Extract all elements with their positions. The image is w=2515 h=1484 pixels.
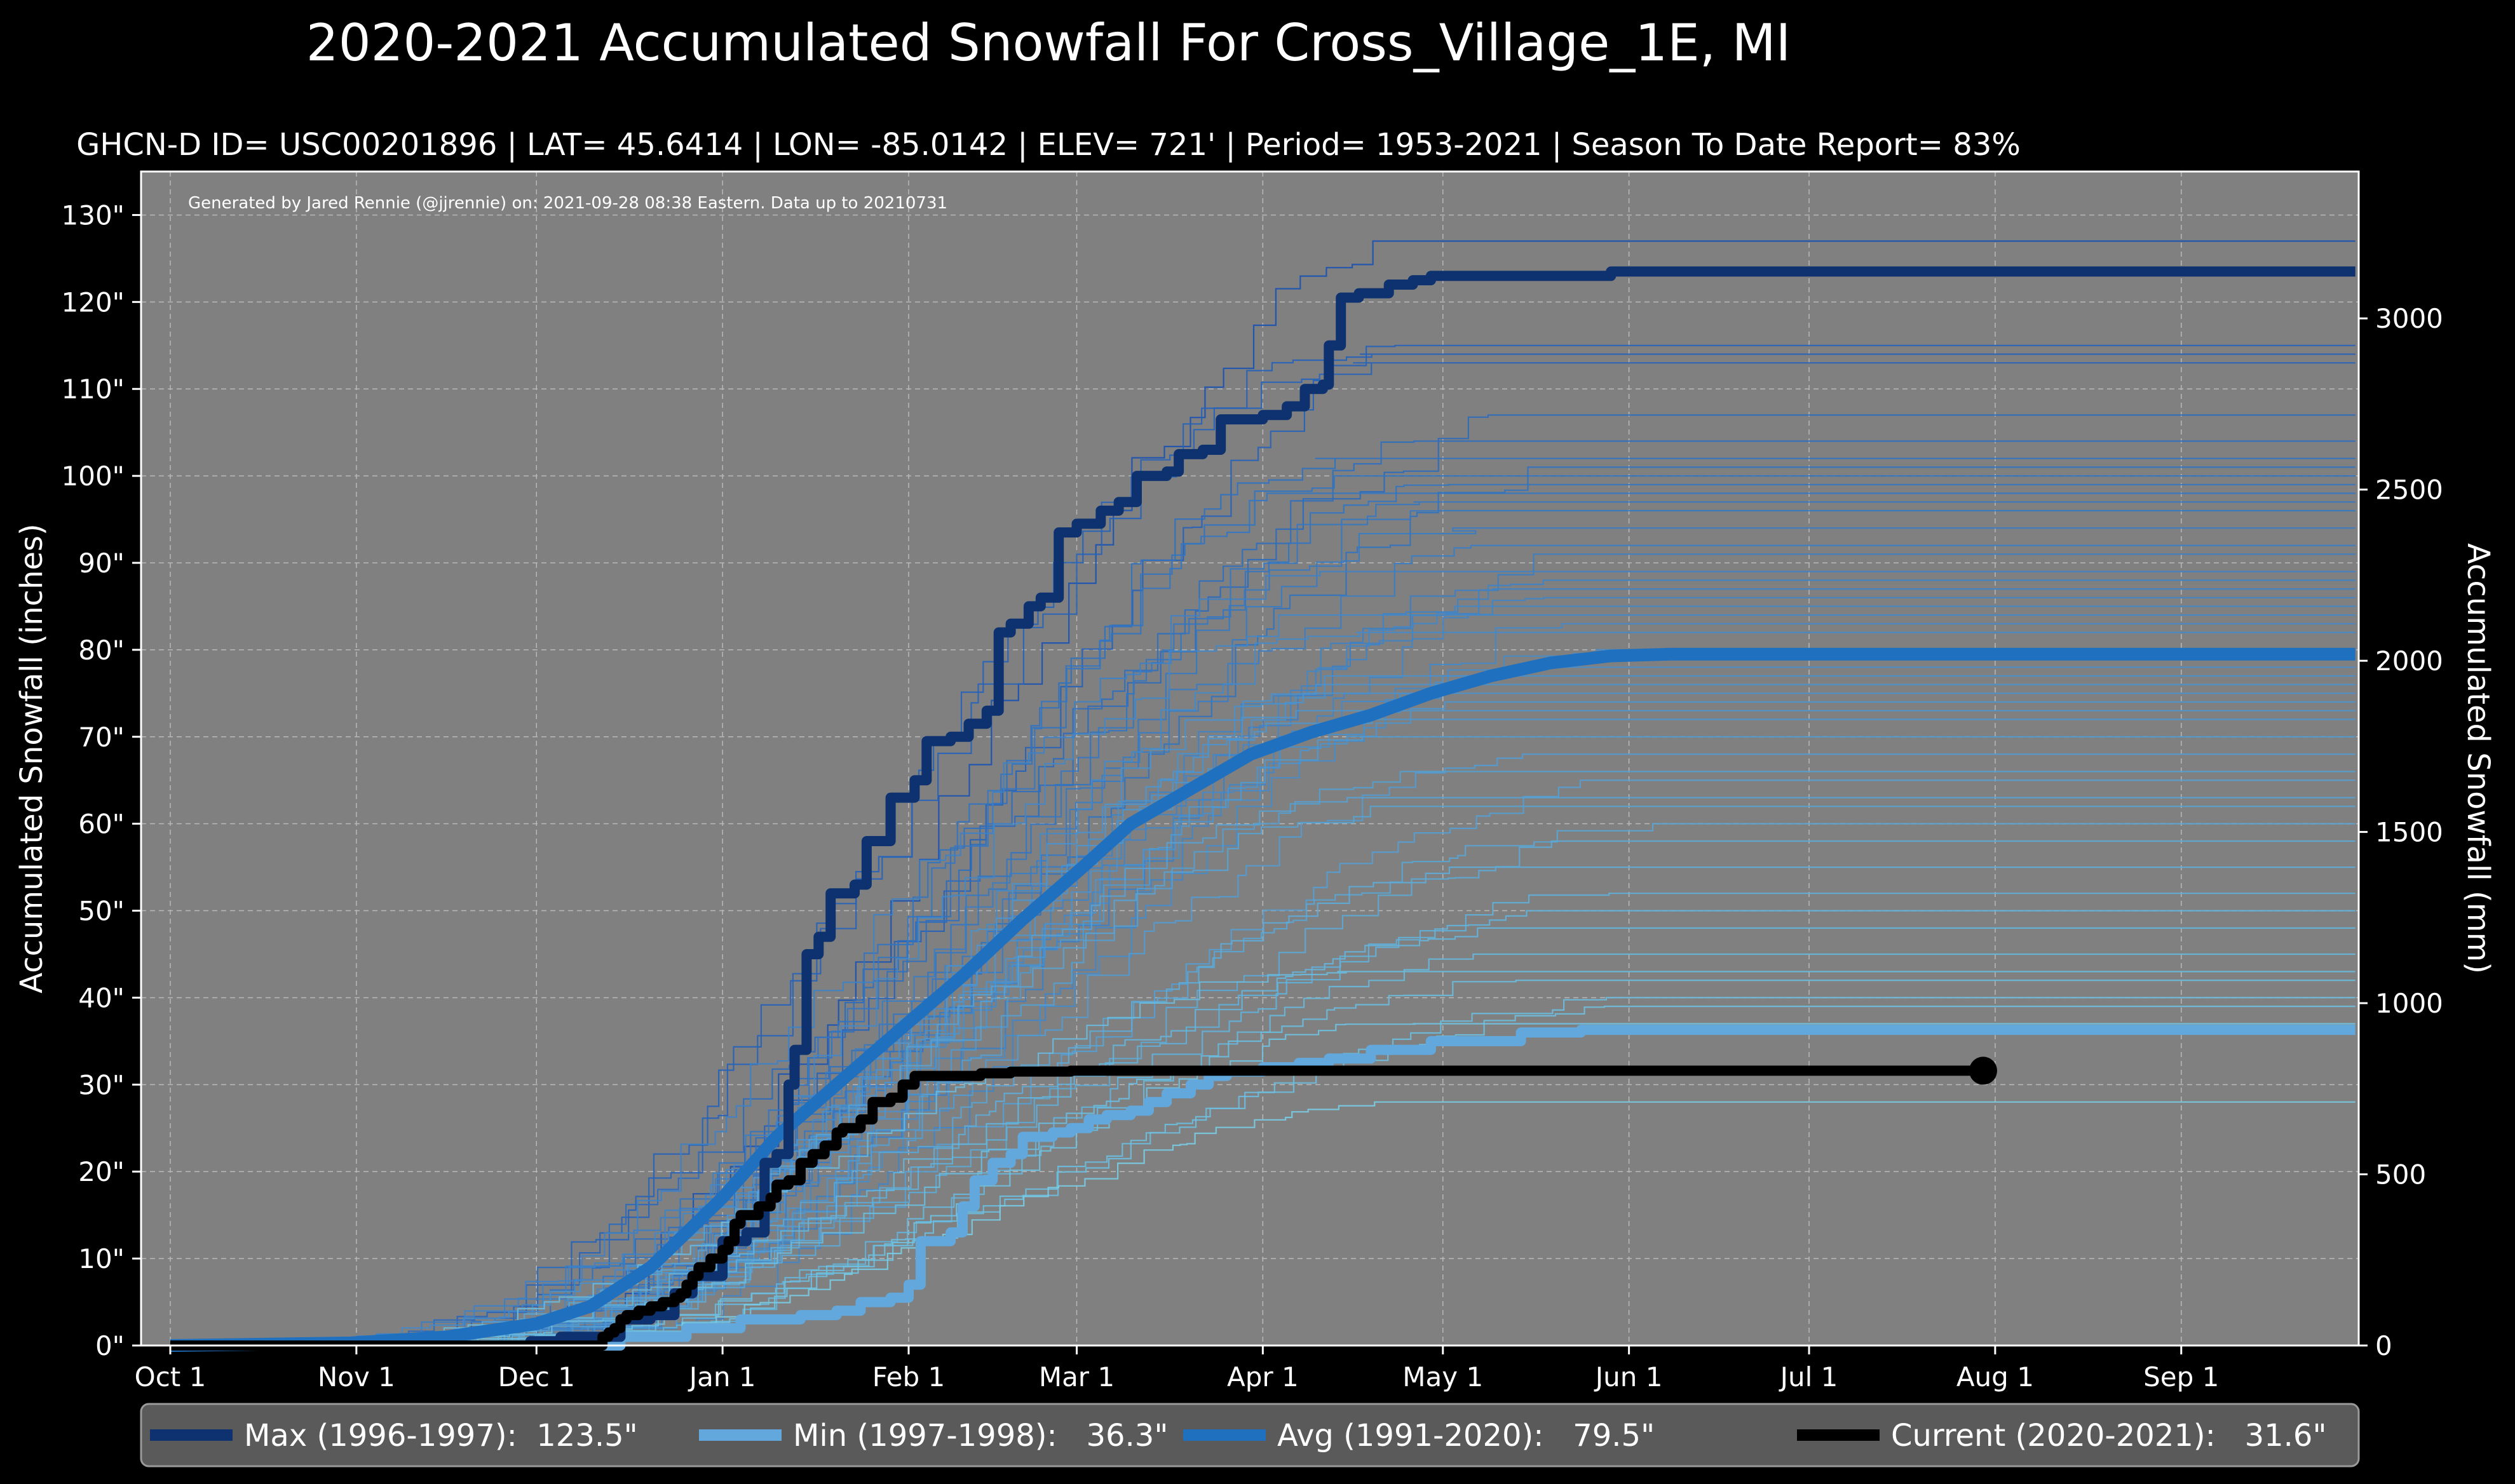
y-tick-label: 120" [62, 287, 125, 318]
y-tick-label: 60" [78, 809, 125, 840]
historical-season-line [170, 544, 2356, 1347]
historical-season-line [170, 997, 2356, 1347]
y-tick-label: 110" [62, 374, 125, 405]
historical-season-line [170, 736, 2356, 1347]
historical-season-line [170, 971, 2356, 1347]
historical-season-line [170, 823, 2356, 1347]
y-right-tick-label: 2000 [2375, 645, 2443, 677]
x-axis-ticks: Oct 1 Nov 1 Dec 1 Jan 1 Feb 1 Mar 1 Apr 1 May 1… [135, 1346, 2219, 1393]
y-tick-label: 130" [62, 199, 125, 231]
highlighted-series [170, 266, 2356, 1352]
y-right-tick-label: 3000 [2375, 303, 2443, 334]
y-right-tick-label: 1000 [2375, 988, 2443, 1019]
x-tick-label: Jul 1 [1779, 1361, 1838, 1393]
legend-label: Avg (1991-2020): 79.5" [1277, 1418, 1655, 1454]
historical-season-line [170, 1006, 2356, 1347]
y-axis-label: Accumulated Snowfall (inches) [14, 523, 50, 994]
y-tick-label: 30" [78, 1069, 125, 1100]
y-tick-label: 90" [78, 548, 125, 579]
y-right-tick-label: 2500 [2375, 475, 2443, 506]
legend-label: Min (1997-1998): 36.3" [793, 1418, 1168, 1454]
y-tick-label: 0" [95, 1330, 125, 1361]
historical-season-line [170, 631, 2356, 1347]
y-right-tick-label: 1500 [2375, 817, 2443, 848]
x-tick-label: Dec 1 [498, 1361, 575, 1393]
historical-season-line [170, 927, 2356, 1347]
historical-season-line [170, 570, 2356, 1347]
y-tick-label: 70" [78, 722, 125, 753]
x-tick-label: Nov 1 [318, 1361, 395, 1393]
y-tick-label: 20" [78, 1156, 125, 1187]
x-tick-label: Jun 1 [1594, 1361, 1663, 1393]
x-tick-label: Mar 1 [1039, 1361, 1115, 1393]
x-tick-label: Sep 1 [2143, 1361, 2219, 1393]
historical-season-line [170, 893, 2356, 1347]
y-right-tick-label: 500 [2375, 1159, 2426, 1191]
x-tick-label: May 1 [1402, 1361, 1483, 1393]
series-line-current [170, 1065, 1983, 1351]
legend: Max (1996-1997): 123.5" Min (1997-1998): … [140, 1403, 2360, 1467]
historical-season-line [170, 501, 2356, 1347]
series-line-avg [170, 647, 2356, 1352]
y-right-tick-label: 0 [2375, 1330, 2392, 1361]
legend-label: Current (2020-2021): 31.6" [1891, 1418, 2327, 1454]
historical-season-line [170, 362, 2356, 1347]
y-right-axis-ticks: 0 500 1000 1500 2000 2500 3000 [2359, 303, 2443, 1361]
x-tick-label: Oct 1 [135, 1361, 207, 1393]
chart-title: 2020-2021 Accumulated Snowfall For Cross… [306, 13, 1791, 72]
plot-frame [140, 170, 2360, 1347]
series-line-max [170, 266, 2356, 1351]
historical-season-line [170, 440, 2356, 1347]
y-axis-ticks: 0" 10" 20" 30" 40" 50" 60" 70" 80" 90" 100" 110" 120… [62, 199, 141, 1361]
historical-season-line [170, 1023, 2356, 1347]
y-tick-label: 100" [62, 461, 125, 492]
historical-season-line [170, 597, 2356, 1347]
series-line-min [170, 1025, 2356, 1351]
credit-text: Generated by Jared Rennie (@jjrennie) on… [188, 194, 947, 213]
y-tick-label: 40" [78, 982, 125, 1013]
y-tick-label: 50" [78, 896, 125, 927]
y-tick-label: 80" [78, 635, 125, 666]
x-tick-label: Aug 1 [1956, 1361, 2034, 1393]
historical-season-line [170, 701, 2356, 1347]
historical-season-line [170, 614, 2356, 1347]
grid-lines [141, 172, 2359, 1346]
chart-subtitle: GHCN-D ID= USC00201896 | LAT= 45.6414 | … [76, 127, 2021, 163]
historical-season-line [170, 527, 2356, 1347]
current-endpoint-marker [1969, 1056, 1997, 1085]
x-tick-label: Feb 1 [872, 1361, 945, 1393]
historical-season-line [170, 553, 2356, 1347]
y-tick-label: 10" [78, 1243, 125, 1274]
historical-season-line [170, 910, 2356, 1347]
x-tick-label: Apr 1 [1227, 1361, 1299, 1393]
legend-label: Max (1996-1997): 123.5" [244, 1418, 638, 1454]
x-tick-label: Jan 1 [688, 1361, 756, 1393]
y-right-axis-label: Accumulated Snowfall (mm) [2460, 543, 2496, 974]
